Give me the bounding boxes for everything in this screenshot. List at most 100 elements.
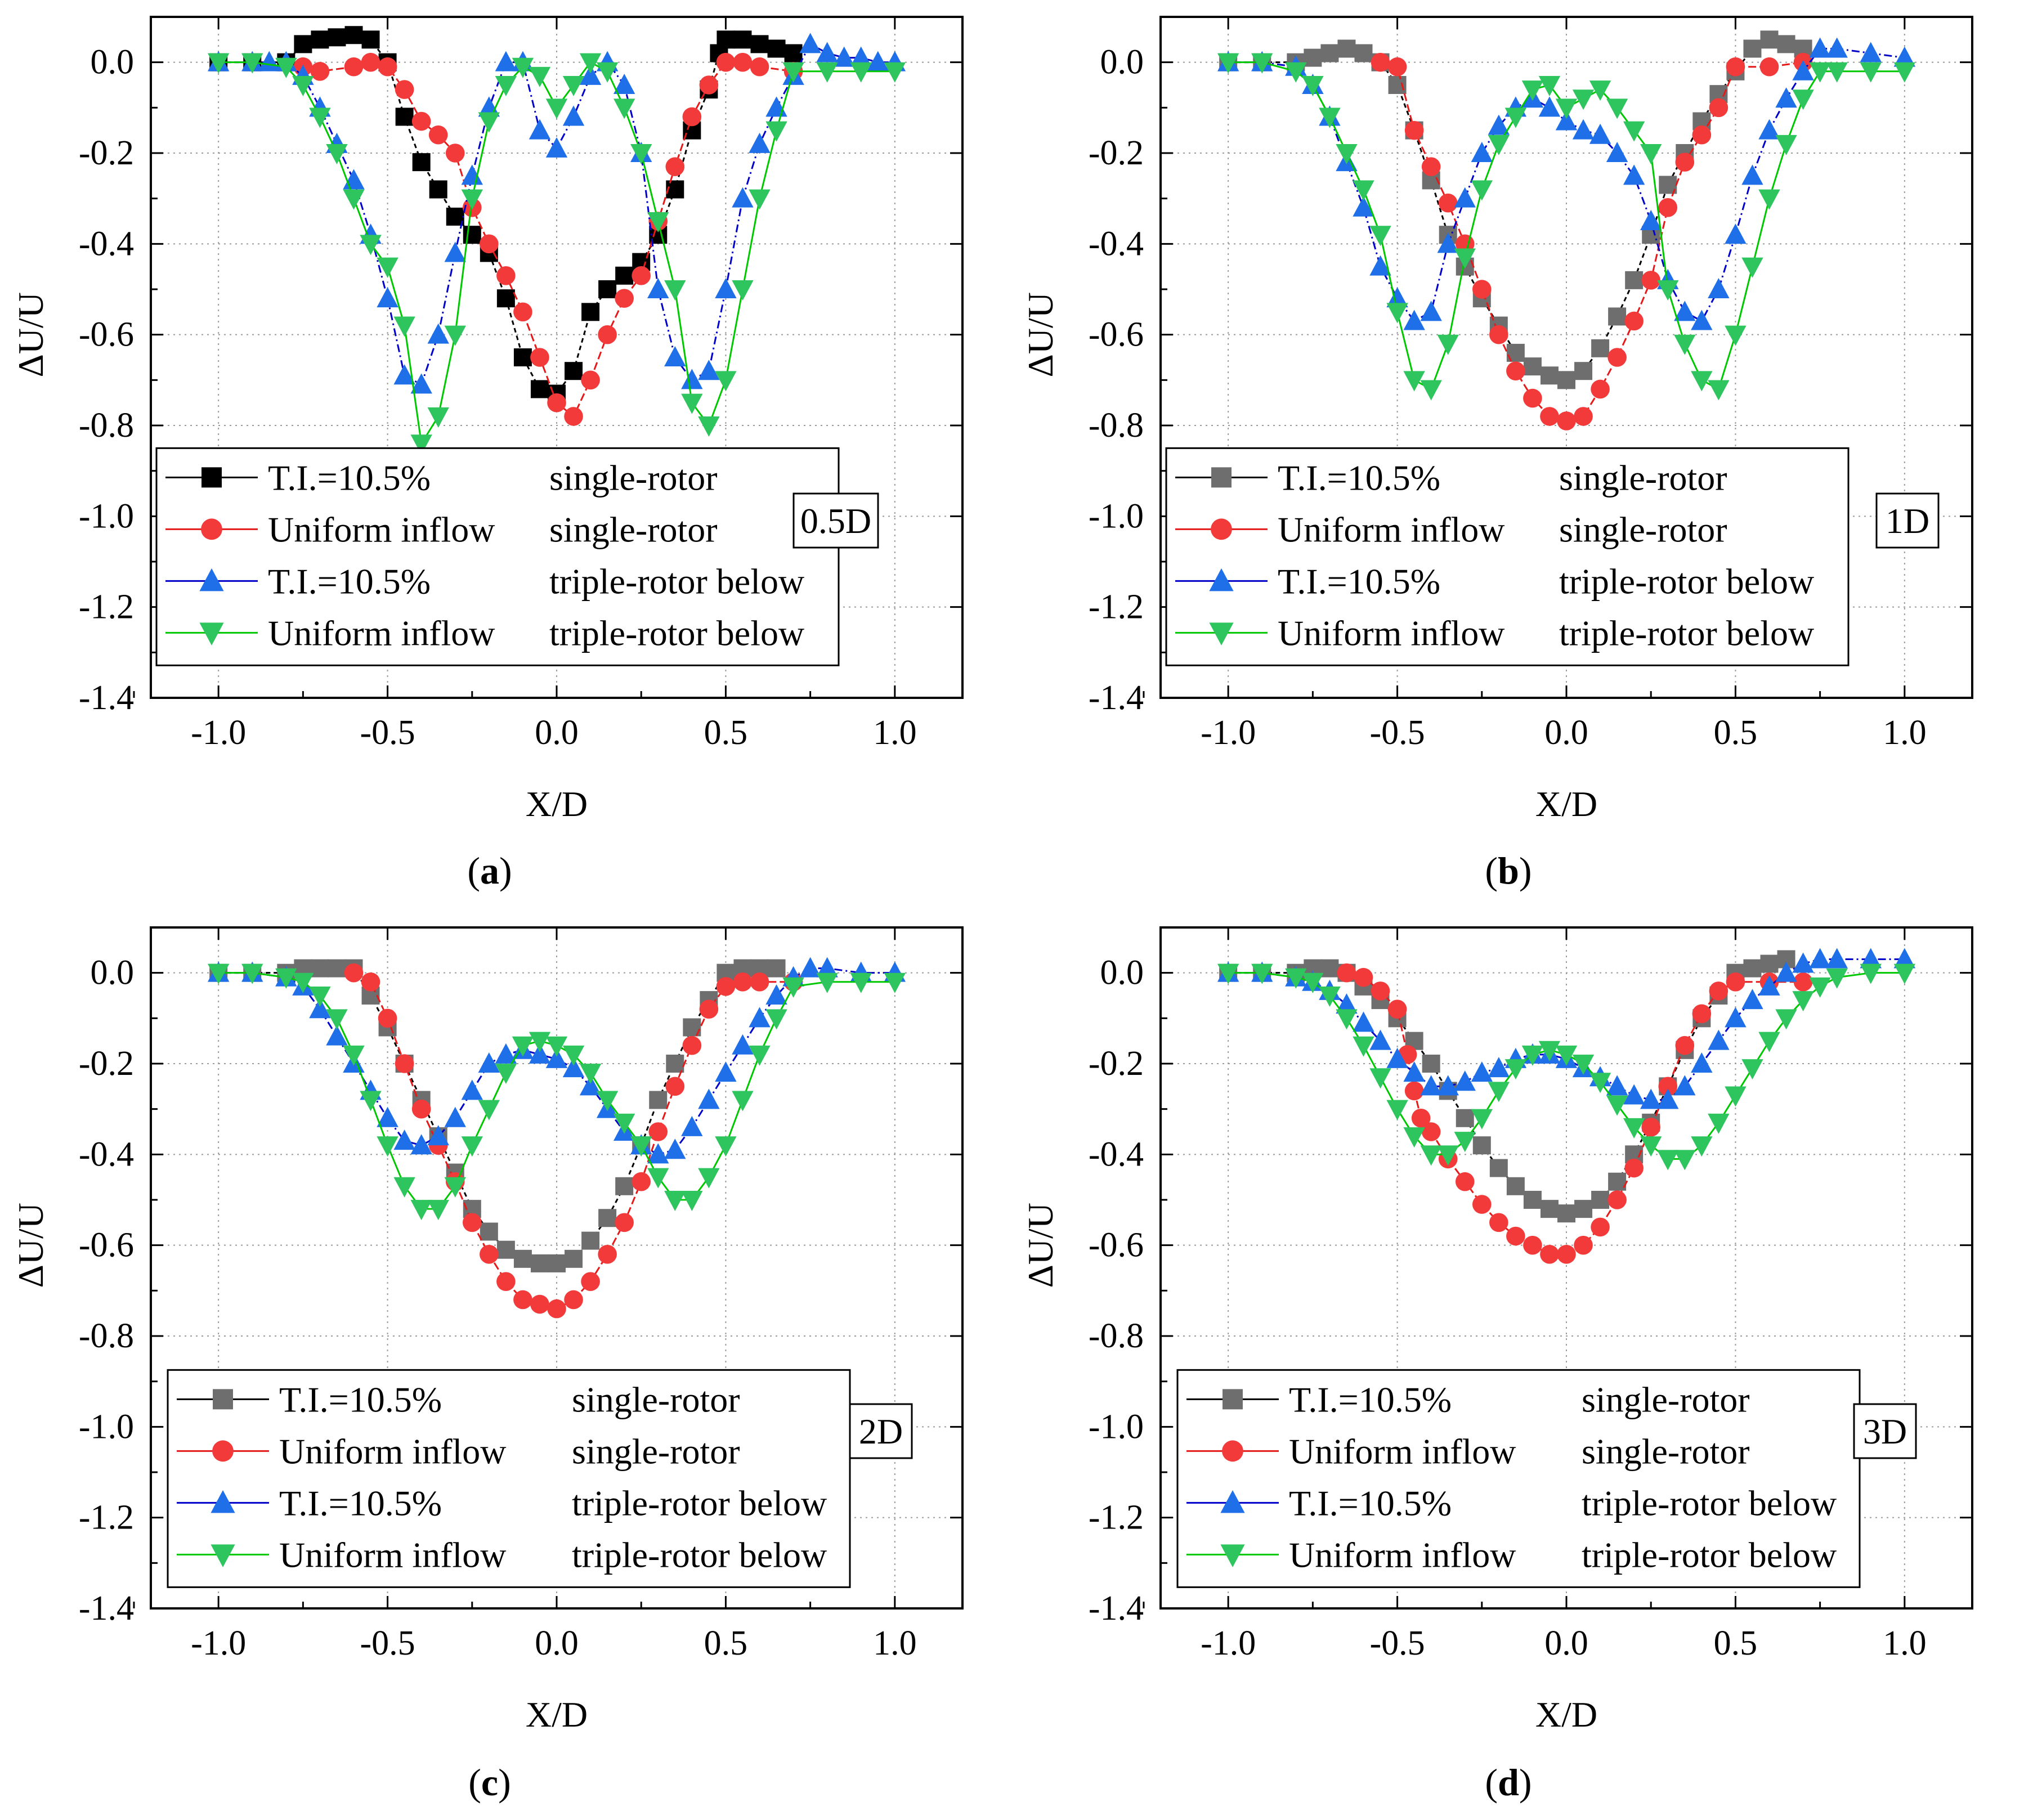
- data-point: [615, 266, 634, 285]
- y-tick-label: 0.0: [91, 43, 135, 82]
- data-point: [496, 289, 515, 308]
- data-point: [1471, 180, 1493, 201]
- y-tick-label: -0.2: [1089, 134, 1144, 172]
- legend-config-label: triple-rotor below: [549, 613, 804, 653]
- data-point: [598, 280, 617, 298]
- data-point: [1893, 46, 1916, 67]
- position-tag-box: [849, 1403, 913, 1459]
- data-point: [496, 1272, 516, 1291]
- data-point: [749, 1007, 771, 1028]
- data-point: [1217, 53, 1239, 74]
- data-point: [496, 1240, 515, 1259]
- data-point: [1489, 325, 1508, 344]
- data-point: [427, 1125, 449, 1146]
- legend-config-label: triple-rotor below: [1559, 613, 1814, 653]
- legend-item-uniform-single-rotor: Uniform inflow single-rotor: [165, 509, 718, 549]
- data-point: [294, 35, 312, 53]
- data-point: [275, 57, 297, 78]
- data-point: [749, 132, 771, 153]
- data-point: [1420, 301, 1442, 321]
- data-point: [615, 289, 634, 308]
- legend-marker: [1211, 467, 1232, 488]
- legend-box: [1165, 447, 1850, 666]
- legend: T.I.=10.5% single-rotor Uniform inflow sing…: [1165, 447, 1850, 666]
- data-point: [1758, 189, 1780, 210]
- data-point: [1506, 1177, 1525, 1195]
- legend-config-label: single-rotor: [1582, 1431, 1750, 1471]
- data-point: [1608, 307, 1627, 326]
- legend-config-label: single-rotor: [1559, 458, 1727, 497]
- y-tick-label: -1.2: [79, 1499, 134, 1537]
- data-point: [1759, 57, 1779, 77]
- data-point: [699, 75, 719, 95]
- data-point: [1691, 1136, 1713, 1157]
- data-point: [1523, 1191, 1542, 1209]
- y-tick-label: -1.2: [1089, 1499, 1144, 1537]
- x-tick-label: -1.0: [191, 1624, 246, 1662]
- data-point: [1640, 1088, 1662, 1109]
- data-point: [1726, 972, 1745, 992]
- data-point: [1538, 76, 1561, 96]
- legend-item-ti-triple-rotor: T.I.=10.5% triple-rotor below: [165, 561, 804, 601]
- legend-box: [167, 1369, 851, 1588]
- data-point: [1826, 968, 1848, 989]
- data-point: [1437, 1145, 1459, 1166]
- position-tag-label: 1D: [1886, 501, 1929, 541]
- legend-config-label: triple-rotor below: [572, 1483, 827, 1523]
- data-point: [478, 112, 500, 133]
- data-point: [529, 1032, 551, 1052]
- data-point: [328, 28, 346, 47]
- data-point: [1387, 999, 1407, 1019]
- position-tag-label: 2D: [859, 1411, 903, 1451]
- data-point: [545, 137, 568, 158]
- data-point: [1371, 52, 1390, 72]
- data-point: [513, 1249, 532, 1268]
- data-point: [1386, 287, 1408, 308]
- x-tick-label: 0.5: [1714, 714, 1758, 752]
- data-point: [309, 107, 331, 128]
- data-point: [1302, 972, 1324, 993]
- data-point: [547, 1299, 566, 1319]
- data-point: [850, 972, 872, 993]
- legend-marker: [1222, 1440, 1243, 1462]
- x-tick-label: 1.0: [1883, 1624, 1927, 1662]
- legend-item-uniform-triple-rotor: Uniform inflow triple-rotor below: [165, 613, 804, 653]
- data-point: [292, 972, 314, 993]
- data-point: [666, 1055, 684, 1073]
- data-point: [1657, 280, 1679, 301]
- data-point: [1489, 1159, 1508, 1177]
- data-point: [715, 371, 737, 392]
- series-uniform-single-rotor: [1371, 52, 1813, 431]
- data-point: [1777, 35, 1795, 53]
- x-tick-label: 0.5: [704, 1624, 748, 1662]
- legend-series-label: Uniform inflow: [279, 1535, 507, 1575]
- data-point: [1217, 963, 1239, 984]
- data-point: [1657, 1088, 1679, 1109]
- data-point: [1404, 1081, 1424, 1101]
- data-point: [1725, 1086, 1747, 1107]
- legend-config-label: single-rotor: [549, 509, 718, 549]
- data-point: [1521, 1045, 1544, 1066]
- legend-marker: [199, 568, 224, 591]
- legend-marker: [201, 467, 222, 488]
- legend-item-ti-single-rotor: T.I.=10.5% single-rotor: [1186, 1379, 1750, 1419]
- data-point: [1574, 407, 1593, 426]
- data-point: [1387, 57, 1407, 77]
- data-point: [1589, 1073, 1611, 1093]
- position-tag: 0.5D: [792, 492, 879, 549]
- data-point: [361, 972, 380, 992]
- data-point: [1860, 62, 1882, 83]
- data-point: [733, 52, 753, 72]
- legend-series-label: T.I.=10.5%: [1278, 458, 1440, 497]
- data-point: [579, 1075, 602, 1096]
- data-point: [647, 1143, 669, 1164]
- data-point: [1691, 371, 1713, 392]
- legend-item-uniform-single-rotor: Uniform inflow single-rotor: [1175, 509, 1727, 549]
- chart-panel-d: -1.0 -0.5 0.0 0.5 1.0 0.0 -0.2 -0.4 -0.6 -0.8 -1.0…: [1020, 926, 1973, 1804]
- data-point: [647, 278, 669, 298]
- data-point: [581, 1272, 600, 1291]
- data-point: [630, 144, 652, 164]
- legend-marker: [201, 518, 222, 540]
- data-point: [750, 57, 769, 77]
- data-point: [1557, 1204, 1575, 1223]
